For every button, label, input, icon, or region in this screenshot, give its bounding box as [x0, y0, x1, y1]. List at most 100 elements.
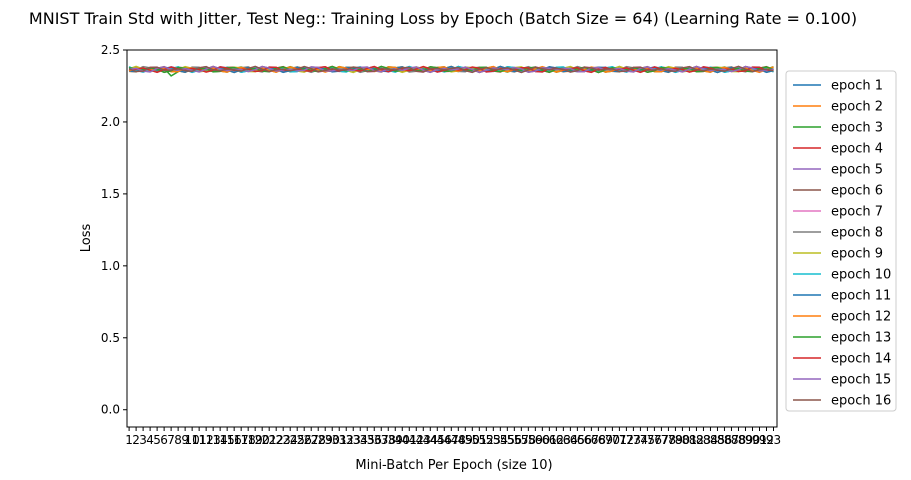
y-tick-label: 2.5	[101, 43, 120, 57]
x-tick-label: 37	[374, 433, 389, 447]
x-tick-label: 51	[472, 433, 487, 447]
x-tick-label: 7	[167, 433, 175, 447]
x-tick-label: 85	[710, 433, 725, 447]
x-tick-label: 67	[584, 433, 599, 447]
x-tick-label: 21	[262, 433, 277, 447]
x-tick-label: 19	[248, 433, 263, 447]
x-tick-label: 32	[339, 433, 354, 447]
series-line-15	[129, 65, 774, 74]
x-tick-label: 64	[563, 433, 578, 447]
x-tick-label: 24	[283, 433, 298, 447]
x-tick-label: 55	[500, 433, 515, 447]
x-tick-label: 90	[745, 433, 760, 447]
series-line-16	[128, 65, 774, 74]
x-tick-label: 8	[174, 433, 182, 447]
x-tick-label: 68	[591, 433, 606, 447]
legend-label: epoch 16	[831, 394, 891, 409]
x-tick-label: 91	[752, 433, 767, 447]
x-tick-label: 36	[367, 433, 382, 447]
x-tick-label: 65	[570, 433, 585, 447]
x-tick-label: 73	[626, 433, 641, 447]
x-tick-label: 9	[181, 433, 189, 447]
x-tick-label: 63	[556, 433, 571, 447]
legend-label: epoch 9	[831, 247, 883, 262]
legend-label: epoch 4	[831, 142, 883, 157]
x-tick-label: 69	[598, 433, 613, 447]
x-tick-label: 82	[689, 433, 704, 447]
x-tick-label: 46	[437, 433, 452, 447]
legend-label: epoch 14	[831, 352, 891, 367]
y-axis-title: Loss	[79, 224, 94, 253]
x-tick-label: 59	[528, 433, 543, 447]
x-tick-label: 49	[458, 433, 473, 447]
x-tick-label: 86	[717, 433, 732, 447]
x-tick-label: 40	[395, 433, 410, 447]
x-tick-label: 10	[184, 433, 199, 447]
legend-label: epoch 11	[831, 289, 891, 304]
x-tick-label: 84	[703, 433, 718, 447]
x-tick-label: 53	[486, 433, 501, 447]
legend-label: epoch 7	[831, 205, 883, 220]
x-tick-label: 3	[139, 433, 147, 447]
y-axis: 0.0 0.5 1.0 1.5 2.0 2.5	[101, 43, 127, 417]
y-tick-label: 1.5	[101, 187, 120, 201]
x-tick-label: 89	[738, 433, 753, 447]
x-tick-label: 77	[654, 433, 669, 447]
x-tick-label: 28	[311, 433, 326, 447]
x-tick-label: 78	[661, 433, 676, 447]
x-tick-label: 54	[493, 433, 508, 447]
x-tick-label: 75	[640, 433, 655, 447]
x-tick-label: 62	[549, 433, 564, 447]
x-tick-label: 35	[360, 433, 375, 447]
x-tick-label: 56	[507, 433, 522, 447]
x-tick-label: 52	[479, 433, 494, 447]
x-tick-label: 18	[241, 433, 256, 447]
x-tick-label: 16	[227, 433, 242, 447]
x-axis: 1 2 3 4 5 6 7 8 91011121314151617181920212223242…	[125, 427, 781, 447]
x-tick-label: 60	[535, 433, 550, 447]
x-tick-label: 14	[213, 433, 228, 447]
x-tick-label: 45	[430, 433, 445, 447]
x-tick-label: 57	[514, 433, 529, 447]
chart-title: MNIST Train Std with Jitter, Test Neg:: …	[29, 9, 857, 28]
legend-label: epoch 3	[831, 121, 883, 136]
x-tick-label: 22	[269, 433, 284, 447]
series-layer	[128, 65, 774, 77]
x-tick-label: 72	[619, 433, 634, 447]
y-tick-label: 2.0	[101, 115, 120, 129]
legend-items: epoch 1 epoch 2 epoch 3 epoch 4 epoch 5 epoch…	[793, 79, 891, 409]
x-tick-label: 42	[409, 433, 424, 447]
x-tick-label: 66	[577, 433, 592, 447]
x-tick-label: 23	[276, 433, 291, 447]
legend-label: epoch 10	[831, 268, 891, 283]
y-tick-label: 1.0	[101, 259, 120, 273]
x-tick-label: 38	[381, 433, 396, 447]
x-tick-label: 43	[416, 433, 431, 447]
x-tick-label: 92	[759, 433, 774, 447]
x-tick-label: 88	[731, 433, 746, 447]
legend-label: epoch 8	[831, 226, 883, 241]
x-tick-label: 27	[304, 433, 319, 447]
x-tick-label: 30	[325, 433, 340, 447]
x-tick-label: 31	[332, 433, 347, 447]
legend: epoch 1 epoch 2 epoch 3 epoch 4 epoch 5 epoch…	[785, 70, 897, 412]
x-tick-label: 15	[220, 433, 235, 447]
x-tick-label: 47	[444, 433, 459, 447]
x-tick-label: 83	[696, 433, 711, 447]
x-tick-label: 17	[234, 433, 249, 447]
x-tick-label: 93	[766, 433, 781, 447]
x-tick-label: 11	[192, 433, 207, 447]
plot-frame	[126, 49, 778, 428]
x-tick-label: 81	[682, 433, 697, 447]
x-tick-label: 33	[346, 433, 361, 447]
x-tick-label: 61	[542, 433, 557, 447]
x-tick-label: 25	[290, 433, 305, 447]
legend-label: epoch 13	[831, 331, 891, 346]
x-tick-label: 13	[206, 433, 221, 447]
legend-label: epoch 12	[831, 310, 891, 325]
x-tick-label: 74	[633, 433, 648, 447]
x-tick-label: 12	[199, 433, 214, 447]
x-tick-label: 44	[423, 433, 438, 447]
x-tick-label: 5	[153, 433, 161, 447]
legend-label: epoch 5	[831, 163, 883, 178]
